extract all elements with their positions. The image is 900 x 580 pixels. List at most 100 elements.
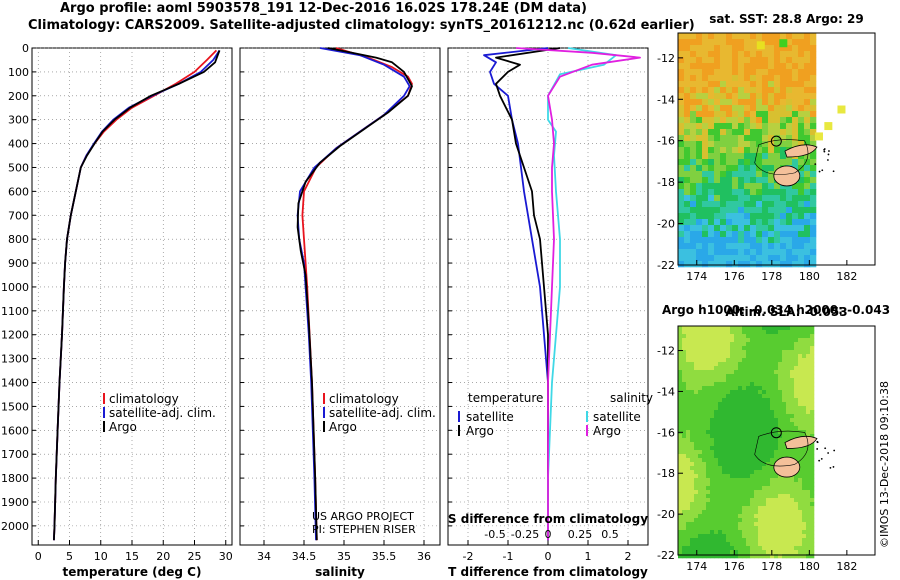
map-cell <box>718 370 723 375</box>
map-cell <box>746 338 751 343</box>
map-cell <box>708 171 715 178</box>
map-cell <box>754 410 759 415</box>
map-cell <box>798 135 805 142</box>
map-cell <box>802 450 807 455</box>
map-cell <box>786 326 791 331</box>
map-cell <box>738 454 743 459</box>
islet <box>818 170 821 173</box>
map-cell <box>678 382 683 387</box>
map-cell <box>702 458 707 463</box>
map-cell <box>810 366 815 371</box>
map-cell <box>750 350 755 355</box>
map-cell <box>694 402 699 407</box>
map-cell <box>762 57 769 64</box>
map-cell <box>696 51 703 58</box>
map-cell <box>744 81 751 88</box>
map-cell <box>802 378 807 383</box>
map-cell <box>698 474 703 479</box>
map-cell <box>742 522 747 527</box>
legend-label: Argo <box>466 424 494 438</box>
map-cell <box>730 442 735 447</box>
map-cell <box>798 446 803 451</box>
map-cell <box>786 498 791 503</box>
map-cell <box>810 546 815 551</box>
map-cell <box>768 105 775 112</box>
map-cell <box>810 542 815 547</box>
map-cell <box>730 490 735 495</box>
map-cell <box>702 398 707 403</box>
map-x-tick-label: 182 <box>836 560 857 573</box>
map-cell <box>806 362 811 367</box>
map-cell <box>786 438 791 443</box>
map-cell <box>782 526 787 531</box>
map-cell <box>738 446 743 451</box>
map-cell <box>802 546 807 551</box>
map-cell <box>750 394 755 399</box>
map-cell <box>682 362 687 367</box>
map-cell <box>798 189 805 196</box>
map-cell <box>786 231 793 238</box>
map-cell <box>678 51 685 58</box>
map-cell <box>806 450 811 455</box>
map-cell <box>782 546 787 551</box>
map-cell <box>726 334 731 339</box>
map-cell <box>794 474 799 479</box>
map-cell <box>710 442 715 447</box>
map-cell <box>792 213 799 220</box>
map-cell <box>718 418 723 423</box>
map-cell <box>754 346 759 351</box>
map-cell <box>810 326 815 331</box>
map-x-tick-label: 178 <box>761 560 782 573</box>
map-cell <box>690 135 697 142</box>
map-cell <box>678 434 683 439</box>
map-cell <box>690 458 695 463</box>
map-cell <box>750 478 755 483</box>
map-cell <box>702 346 707 351</box>
map-cell <box>682 462 687 467</box>
map-cell <box>722 406 727 411</box>
map-cell <box>806 506 811 511</box>
map-cell <box>762 542 767 547</box>
map-cell <box>718 390 723 395</box>
map-cell <box>732 213 739 220</box>
map-cell <box>706 326 711 331</box>
map-cell <box>686 454 691 459</box>
map-cell <box>774 237 781 244</box>
map-cell <box>690 111 697 118</box>
map-cell <box>792 93 799 100</box>
map-cell <box>684 39 691 46</box>
map-cell <box>678 450 683 455</box>
map-cell <box>718 406 723 411</box>
map-cell <box>690 546 695 551</box>
map-cell <box>774 534 779 539</box>
map-cell <box>754 354 759 359</box>
map-cell <box>734 442 739 447</box>
map-cell <box>698 534 703 539</box>
map-cell <box>780 213 787 220</box>
map-cell <box>746 518 751 523</box>
map-cell <box>746 458 751 463</box>
map-cell <box>738 466 743 471</box>
map-cell <box>696 111 703 118</box>
map-cell <box>714 546 719 551</box>
map-cell <box>726 462 731 467</box>
map-cell <box>714 135 721 142</box>
map-cell <box>702 406 707 411</box>
title-line-2: Climatology: CARS2009. Satellite-adjuste… <box>28 18 695 33</box>
map-cell <box>720 237 727 244</box>
map-cell <box>690 117 697 124</box>
map-cell <box>706 406 711 411</box>
map-cell <box>790 394 795 399</box>
map-cell <box>810 390 815 395</box>
map-cell <box>746 462 751 467</box>
map-cell <box>750 63 757 70</box>
map-cell <box>732 111 739 118</box>
map-cell <box>742 534 747 539</box>
map-cell <box>778 418 783 423</box>
map-cell <box>744 33 751 40</box>
map-cell <box>682 550 687 555</box>
map-cell <box>678 518 683 523</box>
map-cell <box>790 554 795 559</box>
map-cell <box>696 225 703 232</box>
